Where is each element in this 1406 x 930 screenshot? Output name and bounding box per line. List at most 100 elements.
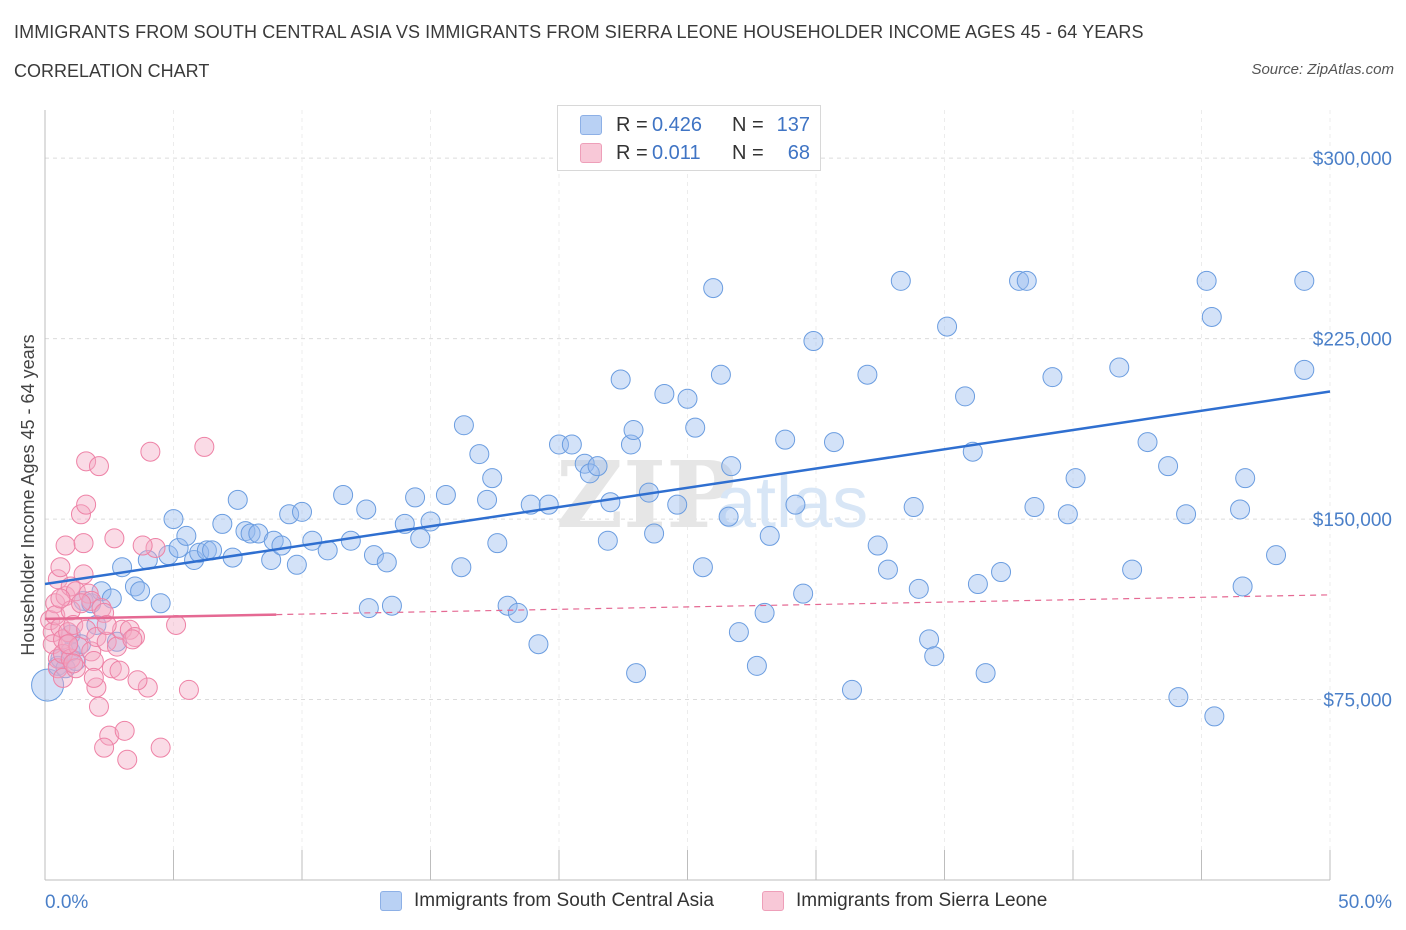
data-point bbox=[1176, 504, 1197, 525]
data-point bbox=[145, 537, 166, 558]
data-point bbox=[718, 506, 739, 527]
source-note: Source: ZipAtlas.com bbox=[1251, 61, 1394, 78]
chart-subtitle: CORRELATION CHART bbox=[14, 61, 210, 81]
legend-n-value: 137 bbox=[776, 113, 810, 136]
legend-n-value: 68 bbox=[787, 141, 810, 164]
data-point bbox=[227, 489, 248, 510]
data-point bbox=[73, 564, 94, 585]
data-point bbox=[435, 485, 456, 505]
data-point bbox=[137, 677, 158, 698]
data-point bbox=[991, 562, 1012, 582]
data-point bbox=[477, 489, 498, 510]
y-tick-label: $225,000 bbox=[1313, 330, 1392, 351]
legend-swatch-blue bbox=[580, 115, 602, 135]
data-point bbox=[140, 441, 161, 462]
data-point bbox=[908, 578, 929, 599]
data-point bbox=[122, 629, 143, 650]
data-point bbox=[96, 614, 117, 635]
legend-r-label: R = bbox=[616, 141, 648, 164]
data-point bbox=[1294, 270, 1315, 291]
data-point bbox=[469, 444, 490, 465]
data-point bbox=[286, 554, 307, 575]
data-point bbox=[363, 545, 384, 566]
data-point bbox=[410, 528, 431, 549]
data-point bbox=[150, 737, 171, 758]
data-point bbox=[88, 456, 109, 477]
y-tick-label: $75,000 bbox=[1323, 691, 1392, 712]
data-point bbox=[86, 614, 107, 635]
data-point bbox=[109, 660, 130, 681]
legend-r-value: 0.011 bbox=[652, 141, 701, 164]
data-point bbox=[176, 525, 197, 546]
data-point bbox=[96, 631, 117, 652]
data-point bbox=[597, 530, 618, 551]
data-point bbox=[1196, 270, 1217, 291]
data-point bbox=[340, 530, 361, 551]
data-point bbox=[1230, 499, 1251, 520]
data-point bbox=[754, 602, 775, 623]
data-point bbox=[703, 278, 724, 299]
trend-line-solid bbox=[44, 390, 1331, 586]
data-point bbox=[58, 622, 79, 643]
data-point bbox=[1057, 504, 1078, 525]
data-point bbox=[823, 432, 844, 453]
data-point bbox=[50, 557, 71, 578]
data-point bbox=[1168, 687, 1189, 708]
data-point bbox=[482, 468, 503, 489]
data-point bbox=[685, 417, 706, 438]
data-point bbox=[507, 602, 528, 623]
data-point bbox=[235, 521, 256, 542]
data-point bbox=[55, 535, 76, 556]
data-point bbox=[710, 364, 731, 385]
data-point bbox=[1109, 357, 1130, 378]
data-point bbox=[574, 453, 595, 474]
data-point bbox=[654, 383, 675, 404]
data-point bbox=[271, 535, 292, 556]
data-point bbox=[1294, 359, 1315, 380]
data-point bbox=[538, 494, 559, 515]
data-point bbox=[279, 504, 300, 525]
data-point bbox=[70, 504, 91, 525]
data-point bbox=[212, 513, 233, 534]
data-point bbox=[785, 494, 806, 515]
data-point bbox=[88, 696, 109, 717]
data-point bbox=[975, 663, 996, 684]
data-point bbox=[1232, 576, 1253, 597]
data-point bbox=[50, 588, 71, 609]
data-point bbox=[132, 535, 153, 556]
data-point bbox=[1266, 545, 1287, 566]
data-point bbox=[1137, 432, 1158, 453]
watermark-atlas: atlas bbox=[716, 463, 868, 543]
data-point bbox=[1122, 559, 1143, 580]
data-point bbox=[1201, 306, 1222, 327]
data-point bbox=[1204, 706, 1225, 727]
data-point bbox=[967, 574, 988, 595]
data-point bbox=[168, 537, 189, 558]
data-point bbox=[73, 533, 94, 554]
x-tick-label: 0.0% bbox=[45, 892, 88, 913]
legend-item-sierra-leone[interactable]: Immigrants from Sierra Leone bbox=[762, 890, 1047, 912]
data-point bbox=[127, 670, 148, 691]
trend-lines bbox=[44, 390, 1331, 621]
legend-item-south-central-asia[interactable]: Immigrants from South Central Asia bbox=[380, 890, 714, 912]
data-point bbox=[63, 614, 84, 635]
data-point bbox=[63, 653, 84, 674]
data-point bbox=[728, 622, 749, 643]
data-point bbox=[1024, 497, 1045, 518]
data-point bbox=[451, 557, 472, 578]
data-point bbox=[163, 509, 184, 530]
data-point bbox=[453, 415, 474, 436]
data-point bbox=[94, 737, 115, 758]
legend-swatch-pink bbox=[762, 891, 784, 911]
data-point bbox=[376, 552, 397, 573]
data-point bbox=[623, 420, 644, 441]
legend-r-label: R = bbox=[616, 113, 648, 136]
data-point bbox=[166, 614, 187, 635]
trend-line-solid bbox=[44, 613, 277, 621]
legend-swatch-blue bbox=[380, 891, 402, 911]
data-point bbox=[1042, 367, 1063, 388]
data-point bbox=[1065, 468, 1086, 489]
data-point bbox=[890, 270, 911, 291]
data-point bbox=[381, 595, 402, 616]
